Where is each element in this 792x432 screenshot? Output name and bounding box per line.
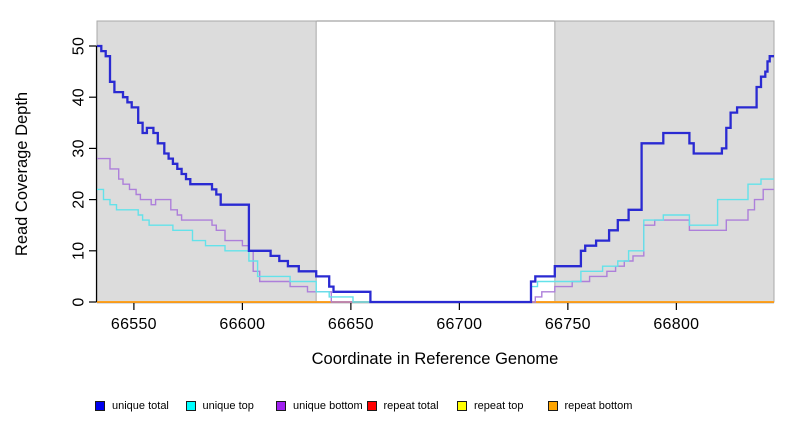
x-tick-label: 66600 xyxy=(219,316,265,333)
legend-label: unique top xyxy=(202,400,254,412)
legend-marker-repeat-total xyxy=(366,401,377,411)
series-unique-top-line xyxy=(97,178,774,303)
legend-item-repeat-bottom: repeat bottom xyxy=(547,400,639,412)
chart-generated: 0 10 20 30 40 50 66550 66600 66650 66700 66750 6680… xyxy=(71,20,775,333)
shaded-region-right xyxy=(554,20,775,303)
legend-item-unique-bottom: unique bottom xyxy=(276,400,367,412)
x-axis-title: Coordinate in Reference Genome xyxy=(312,350,559,368)
series-unique-total-line xyxy=(97,44,774,304)
series-unique-bottom-line xyxy=(97,157,774,303)
y-tick-label: 30 xyxy=(71,139,88,157)
x-tick-label: 66750 xyxy=(545,316,591,333)
y-tick-label: 50 xyxy=(71,37,88,55)
legend-marker-repeat-top xyxy=(457,401,467,411)
legend-label: repeat top xyxy=(474,400,524,412)
y-tick-label: 20 xyxy=(71,190,88,208)
x-tick-label: 66550 xyxy=(111,316,157,333)
legend-label: repeat total xyxy=(383,400,439,412)
legend-label: unique bottom xyxy=(293,400,363,412)
legend-label: unique total xyxy=(112,400,169,412)
legend-marker-unique-top xyxy=(185,401,196,411)
legend-item-unique-total: unique total xyxy=(95,400,186,412)
legend-marker-repeat-bottom xyxy=(547,401,558,411)
legend-item-repeat-top: repeat top xyxy=(457,400,548,412)
chart-legend: unique total unique top unique bottom repea… xyxy=(95,400,638,412)
x-tick-label: 66700 xyxy=(436,316,482,333)
y-tick-label: 0 xyxy=(71,297,88,306)
legend-marker-unique-total xyxy=(95,401,105,411)
legend-marker-unique-bottom xyxy=(276,401,286,411)
x-tick-label: 66650 xyxy=(328,316,374,333)
y-axis-title: Read Coverage Depth xyxy=(13,92,31,256)
legend-item-repeat-total: repeat total xyxy=(366,400,458,412)
x-tick-label: 66800 xyxy=(653,316,699,333)
legend-item-unique-top: unique top xyxy=(185,400,277,412)
y-tick-label: 10 xyxy=(71,242,88,260)
legend-label: repeat bottom xyxy=(564,400,633,412)
y-tick-label: 40 xyxy=(71,88,88,106)
